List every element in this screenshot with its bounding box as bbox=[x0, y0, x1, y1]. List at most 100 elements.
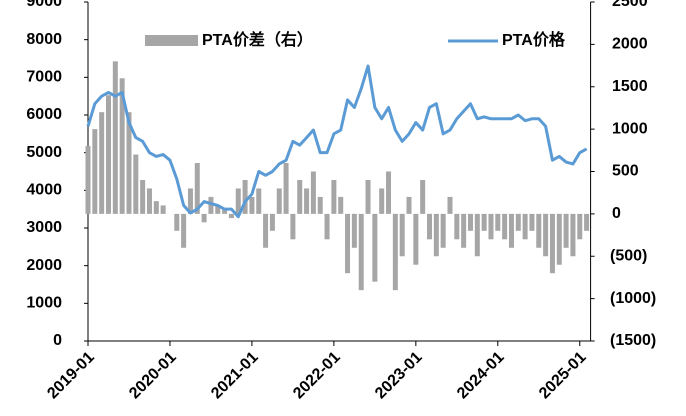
bar bbox=[263, 213, 269, 248]
y-tick-label: 4000 bbox=[26, 182, 62, 199]
bar bbox=[242, 179, 248, 214]
bar bbox=[570, 213, 576, 257]
bar bbox=[112, 61, 118, 214]
bar bbox=[85, 146, 91, 214]
bar bbox=[331, 179, 337, 214]
bar bbox=[481, 213, 487, 231]
bar bbox=[515, 213, 521, 231]
bar bbox=[276, 188, 282, 214]
bar bbox=[146, 188, 152, 214]
bar bbox=[119, 78, 125, 214]
bar bbox=[440, 213, 446, 248]
y2-tick-label: (500) bbox=[610, 247, 647, 264]
y2-tick-label: (1500) bbox=[610, 332, 656, 349]
y-tick-label: 8000 bbox=[26, 31, 62, 48]
bar bbox=[556, 213, 562, 265]
x-tick-label: 2023-01 bbox=[372, 349, 426, 403]
bar bbox=[283, 163, 289, 214]
bar bbox=[235, 188, 241, 214]
bar bbox=[126, 112, 132, 214]
bar bbox=[310, 171, 316, 214]
bar bbox=[269, 213, 275, 231]
bar bbox=[92, 129, 98, 214]
bar bbox=[215, 205, 221, 214]
bar bbox=[563, 213, 569, 248]
bar bbox=[201, 213, 207, 223]
y2-tick-label: 2500 bbox=[612, 0, 648, 10]
y-tick-label: 5000 bbox=[26, 144, 62, 161]
x-tick-label: 2024-01 bbox=[454, 349, 508, 403]
bar bbox=[454, 213, 460, 240]
y2-tick-label: 0 bbox=[612, 205, 621, 222]
bar bbox=[488, 213, 494, 240]
bar bbox=[99, 112, 105, 214]
bar bbox=[529, 213, 535, 231]
bar bbox=[420, 179, 426, 214]
bar bbox=[358, 213, 364, 291]
bar bbox=[386, 171, 392, 214]
y2-tick-label: 1000 bbox=[612, 120, 648, 137]
bar bbox=[495, 213, 501, 231]
legend-label: PTA价格 bbox=[502, 30, 566, 49]
bar bbox=[399, 213, 405, 257]
bar bbox=[372, 213, 378, 282]
bar bbox=[584, 213, 590, 231]
bar bbox=[317, 196, 323, 214]
y-tick-label: 2000 bbox=[26, 257, 62, 274]
line bbox=[86, 64, 588, 219]
bar bbox=[249, 196, 255, 214]
bar bbox=[406, 196, 412, 214]
legend-swatch bbox=[145, 35, 198, 46]
bar bbox=[413, 213, 419, 265]
bar bbox=[304, 188, 310, 214]
y2-tick-label: 1500 bbox=[612, 78, 648, 95]
bar bbox=[140, 179, 146, 214]
legend-label: PTA价差（右） bbox=[202, 30, 313, 49]
bar bbox=[502, 213, 508, 240]
x-tick-label: 2022-01 bbox=[290, 349, 344, 403]
bar bbox=[461, 213, 467, 248]
bar bbox=[379, 188, 385, 214]
bar bbox=[194, 163, 200, 214]
bar bbox=[536, 213, 542, 248]
x-tick-label: 2019-01 bbox=[44, 349, 98, 403]
bar bbox=[256, 188, 262, 214]
bar bbox=[543, 213, 549, 257]
bar bbox=[338, 196, 344, 214]
bar bbox=[392, 213, 398, 291]
bar bbox=[508, 213, 514, 248]
bar bbox=[324, 213, 330, 240]
y-tick-label: 0 bbox=[53, 332, 62, 349]
bar bbox=[474, 213, 480, 257]
y2-tick-label: 500 bbox=[612, 163, 639, 180]
bar bbox=[187, 188, 193, 214]
bar bbox=[133, 154, 139, 214]
bar bbox=[433, 213, 439, 257]
bar bbox=[153, 201, 159, 214]
bar bbox=[228, 213, 234, 219]
bar bbox=[549, 213, 555, 274]
y-tick-label: 3000 bbox=[26, 219, 62, 236]
bar bbox=[447, 196, 453, 214]
y-tick-label: 7000 bbox=[26, 69, 62, 86]
bar bbox=[577, 213, 583, 240]
bar bbox=[181, 213, 187, 248]
bar bbox=[160, 205, 166, 214]
x-tick-label: 2025-01 bbox=[536, 349, 590, 403]
bar bbox=[208, 196, 214, 214]
bar bbox=[467, 213, 473, 231]
bar bbox=[427, 213, 432, 240]
bar bbox=[522, 213, 528, 240]
y-tick-label: 6000 bbox=[26, 106, 62, 123]
bar bbox=[174, 213, 180, 231]
y2-tick-label: 2000 bbox=[612, 36, 648, 53]
bar bbox=[297, 179, 303, 214]
y-tick-label: 9000 bbox=[26, 0, 62, 10]
x-tick-label: 2021-01 bbox=[208, 349, 262, 403]
x-tick-label: 2020-01 bbox=[126, 349, 180, 403]
bar bbox=[345, 213, 351, 274]
y2-tick-label: (1000) bbox=[610, 290, 656, 307]
bar bbox=[351, 213, 357, 248]
bar bbox=[290, 213, 296, 240]
